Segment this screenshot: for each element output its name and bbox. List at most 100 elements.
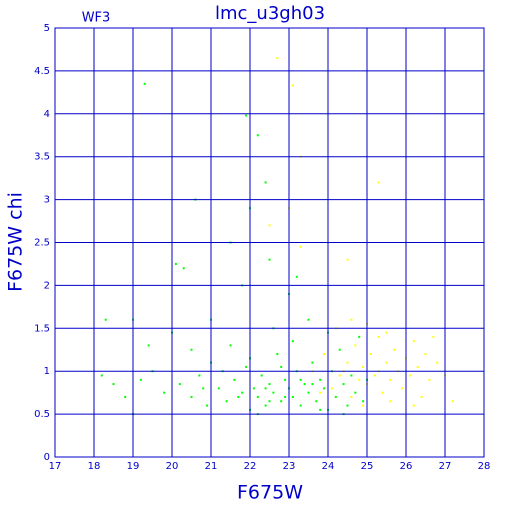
point (295, 275, 298, 278)
point (280, 365, 283, 368)
point (182, 267, 185, 270)
point (272, 391, 275, 394)
point (385, 331, 388, 334)
point (280, 400, 283, 403)
point (319, 391, 322, 394)
point (350, 374, 353, 377)
point (260, 374, 263, 377)
point (346, 258, 349, 261)
x-axis-label: F675W (237, 482, 303, 504)
y-tick-label: 3 (44, 195, 50, 206)
point (354, 391, 357, 394)
point (268, 383, 271, 386)
x-tick-label: 20 (166, 461, 179, 472)
y-tick-label: 4.5 (34, 66, 50, 77)
point (299, 245, 302, 248)
point (104, 318, 107, 321)
point (268, 258, 271, 261)
point (139, 378, 142, 381)
point (451, 400, 454, 403)
point (147, 344, 150, 347)
point (389, 378, 392, 381)
point (124, 395, 127, 398)
y-tick-label: 5 (44, 23, 50, 34)
point (319, 378, 322, 381)
y-tick-label: 3.5 (34, 152, 50, 163)
point (350, 395, 353, 398)
point (276, 57, 279, 60)
point (412, 340, 415, 343)
point (307, 391, 310, 394)
x-tick-label: 22 (244, 461, 257, 472)
annotation: WF3 (82, 11, 111, 26)
point (291, 84, 294, 87)
point (385, 361, 388, 364)
x-tick-label: 27 (439, 461, 452, 472)
point (178, 383, 181, 386)
point (198, 374, 201, 377)
point (358, 335, 361, 338)
point (264, 181, 267, 184)
y-axis-label: F675W chi (5, 192, 27, 292)
point (206, 404, 209, 407)
y-tick-label: 1.5 (34, 323, 50, 334)
point (334, 395, 337, 398)
point (291, 395, 294, 398)
point (299, 404, 302, 407)
point (373, 374, 376, 377)
x-tick-label: 23 (283, 461, 296, 472)
point (342, 383, 345, 386)
point (381, 391, 384, 394)
point (338, 374, 341, 377)
point (245, 365, 248, 368)
point (100, 374, 103, 377)
point (190, 348, 193, 351)
point (268, 400, 271, 403)
point (264, 387, 267, 390)
point (299, 378, 302, 381)
point (350, 318, 353, 321)
x-tick-label: 25 (361, 461, 374, 472)
chart-title: lmc_u3gh03 (215, 3, 325, 24)
point (311, 361, 314, 364)
point (256, 134, 259, 137)
point (408, 374, 411, 377)
point (362, 400, 365, 403)
x-tick-label: 18 (88, 461, 101, 472)
point (252, 387, 255, 390)
point (424, 353, 427, 356)
point (432, 335, 435, 338)
point (233, 378, 236, 381)
point (174, 262, 177, 265)
x-tick-label: 26 (400, 461, 413, 472)
y-tick-label: 2 (44, 280, 50, 291)
point (377, 335, 380, 338)
point (315, 400, 318, 403)
point (268, 224, 271, 227)
point (330, 387, 333, 390)
point (338, 348, 341, 351)
point (420, 395, 423, 398)
plot-frame (54, 27, 485, 458)
point (436, 361, 439, 364)
point (217, 387, 220, 390)
point (323, 353, 326, 356)
point (416, 365, 419, 368)
point (284, 378, 287, 381)
point (346, 404, 349, 407)
x-tick-label: 28 (478, 461, 491, 472)
point (393, 348, 396, 351)
point (112, 383, 115, 386)
point (389, 400, 392, 403)
x-tick-label: 21 (205, 461, 218, 472)
point (311, 383, 314, 386)
y-tick-label: 0 (44, 452, 50, 463)
point (362, 365, 365, 368)
x-tick-label: 24 (322, 461, 335, 472)
point (264, 404, 267, 407)
point (190, 395, 193, 398)
x-tick-label: 19 (127, 461, 140, 472)
point (377, 181, 380, 184)
